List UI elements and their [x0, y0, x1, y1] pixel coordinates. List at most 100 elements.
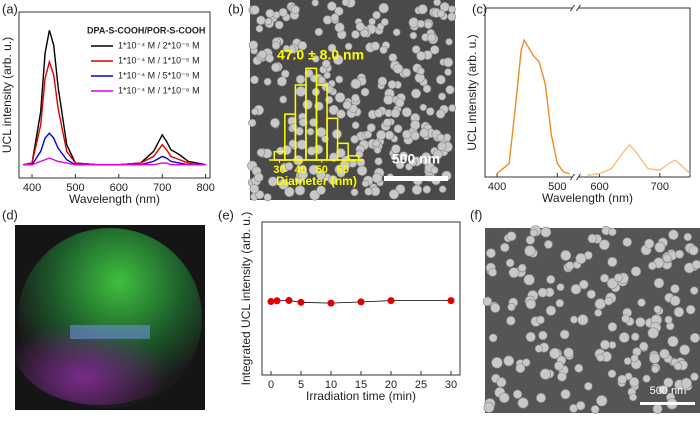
particle: [534, 344, 543, 353]
particle: [653, 277, 665, 289]
particle: [395, 160, 405, 170]
particle: [507, 303, 516, 312]
particle: [295, 74, 306, 85]
particle: [432, 149, 443, 160]
particle: [372, 10, 381, 20]
marker: [327, 299, 335, 307]
particle: [323, 71, 331, 79]
particle: [525, 331, 536, 343]
x-tick-label: 700: [651, 181, 669, 193]
particle: [437, 141, 447, 151]
particle: [606, 277, 618, 289]
particle: [607, 256, 618, 267]
particle: [517, 397, 529, 409]
particle: [263, 193, 272, 202]
particle: [350, 78, 362, 90]
particle: [642, 374, 651, 383]
particle: [334, 22, 345, 33]
particle: [388, 189, 400, 200]
axis-break-mark: [570, 173, 581, 181]
particle: [254, 172, 264, 182]
x-tick-label: 50: [316, 164, 328, 176]
particle: [256, 148, 266, 157]
particle: [409, 159, 417, 167]
plot-frame: [18, 11, 211, 179]
particle: [267, 176, 278, 187]
particle: [416, 51, 426, 61]
particle: [575, 253, 587, 265]
particle: [549, 347, 561, 360]
particle: [522, 358, 531, 367]
marker: [387, 297, 395, 305]
particle: [675, 249, 685, 259]
hist-bar: [347, 155, 360, 161]
particle: [379, 45, 388, 54]
particle: [579, 279, 589, 290]
particle: [540, 226, 552, 238]
particle: [399, 151, 409, 161]
particle: [332, 54, 344, 66]
particle: [321, 59, 331, 69]
particle: [557, 371, 567, 382]
particle: [350, 134, 359, 144]
particle: [517, 263, 527, 273]
particle: [500, 242, 510, 253]
particle: [309, 118, 318, 127]
particle: [560, 389, 571, 400]
series-line: [587, 143, 691, 177]
particle: [556, 283, 565, 292]
particle: [690, 372, 699, 381]
particle: [409, 31, 418, 40]
particle: [248, 118, 257, 127]
particle: [328, 104, 339, 116]
particle: [596, 353, 605, 362]
particle: [250, 75, 259, 85]
legend-label: 1*10⁻⁴ M / 1*10⁻⁶ M: [118, 85, 200, 95]
particle: [596, 395, 608, 407]
particle: [264, 17, 273, 26]
particle: [265, 54, 275, 63]
particle: [498, 392, 510, 404]
particle: [436, 133, 445, 142]
particle: [248, 40, 259, 50]
particle: [447, 12, 457, 22]
particle: [587, 233, 598, 244]
legend-label: 1*10⁻⁴ M / 5*10⁻⁵ M: [118, 70, 200, 80]
particle: [689, 286, 699, 295]
particle: [652, 403, 663, 414]
particle: [341, 0, 350, 7]
particle: [565, 261, 575, 271]
particle: [422, 84, 432, 93]
x-axis-label: Diameter (nm): [276, 174, 357, 188]
plot-frame: [484, 7, 691, 178]
particle: [529, 228, 538, 237]
particle: [317, 76, 326, 84]
x-tick-label: 30: [273, 164, 285, 176]
particle: [360, 87, 370, 97]
particle: [271, 41, 281, 50]
particle: [350, 188, 359, 197]
particle: [658, 385, 668, 395]
panel-label: (b): [228, 1, 244, 16]
y-axis-label: UCL intensity (arb. u.): [465, 34, 479, 150]
x-tick-label: 40: [295, 164, 307, 176]
particle: [387, 80, 397, 89]
particle: [308, 164, 320, 175]
particle: [410, 131, 420, 141]
particle: [659, 348, 670, 359]
particle: [482, 296, 493, 307]
x-tick-label: 5: [298, 379, 304, 391]
particle: [488, 333, 498, 343]
particle: [435, 109, 446, 119]
particle: [376, 129, 387, 140]
particle: [637, 298, 646, 307]
scale-bar-label: 500 nm: [650, 385, 687, 397]
particle: [361, 179, 370, 188]
particle: [416, 19, 426, 28]
particle: [663, 377, 674, 388]
particle: [383, 94, 394, 105]
particle: [356, 165, 368, 176]
particle: [574, 363, 584, 373]
particle: [563, 347, 574, 358]
x-tick-label: 0: [268, 379, 274, 391]
